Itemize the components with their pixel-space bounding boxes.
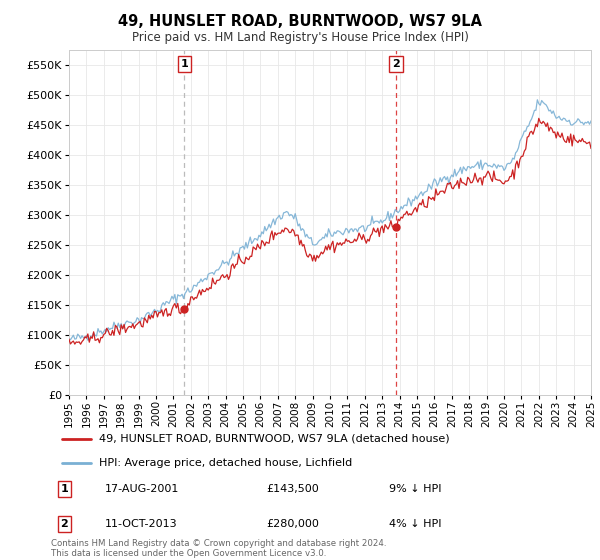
Text: 11-OCT-2013: 11-OCT-2013 bbox=[105, 519, 178, 529]
Text: £280,000: £280,000 bbox=[266, 519, 319, 529]
Text: HPI: Average price, detached house, Lichfield: HPI: Average price, detached house, Lich… bbox=[100, 458, 353, 468]
Text: 9% ↓ HPI: 9% ↓ HPI bbox=[389, 484, 442, 494]
Text: 4% ↓ HPI: 4% ↓ HPI bbox=[389, 519, 442, 529]
Text: Contains HM Land Registry data © Crown copyright and database right 2024.
This d: Contains HM Land Registry data © Crown c… bbox=[51, 539, 386, 558]
Text: 2: 2 bbox=[392, 59, 400, 69]
Text: 17-AUG-2001: 17-AUG-2001 bbox=[105, 484, 179, 494]
Text: 49, HUNSLET ROAD, BURNTWOOD, WS7 9LA: 49, HUNSLET ROAD, BURNTWOOD, WS7 9LA bbox=[118, 14, 482, 29]
Text: Price paid vs. HM Land Registry's House Price Index (HPI): Price paid vs. HM Land Registry's House … bbox=[131, 31, 469, 44]
Text: 1: 1 bbox=[61, 484, 68, 494]
Text: £143,500: £143,500 bbox=[266, 484, 319, 494]
Text: 2: 2 bbox=[61, 519, 68, 529]
Text: 49, HUNSLET ROAD, BURNTWOOD, WS7 9LA (detached house): 49, HUNSLET ROAD, BURNTWOOD, WS7 9LA (de… bbox=[100, 434, 450, 444]
Text: 1: 1 bbox=[181, 59, 188, 69]
